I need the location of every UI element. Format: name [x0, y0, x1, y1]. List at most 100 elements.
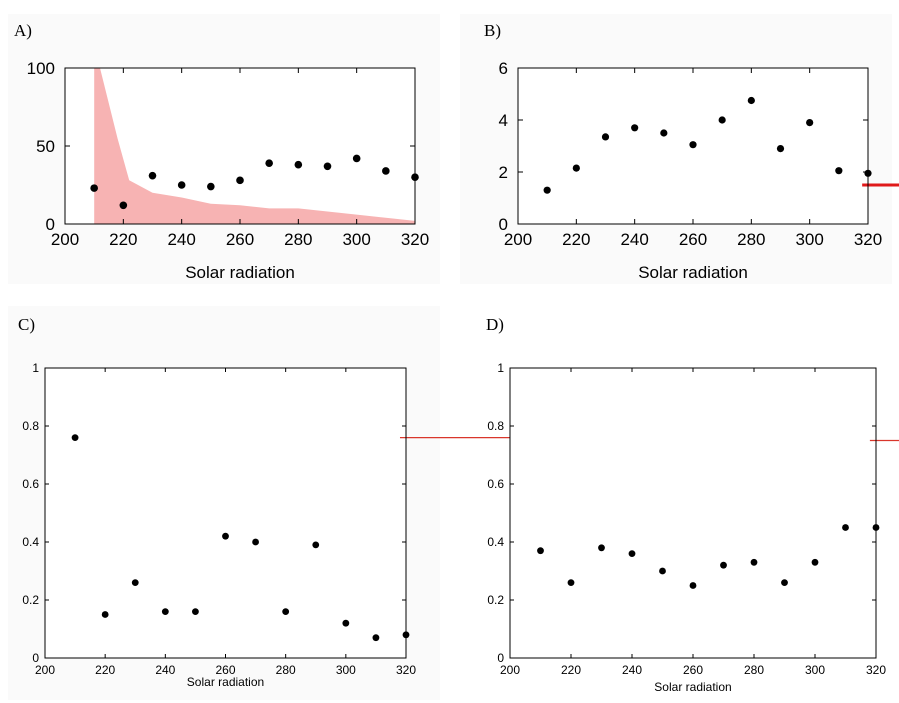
- x-axis-label: Solar radiation: [185, 263, 295, 282]
- y-tick-label: 0.8: [22, 419, 39, 433]
- y-tick-label: 0.4: [487, 535, 504, 549]
- x-tick-label: 260: [683, 663, 703, 677]
- chart-panel: A) 200 220 240 260 280 300 320 0 50 100 Solar radia…: [8, 14, 440, 284]
- data-point: [402, 631, 410, 639]
- x-axis-label: Solar radiation: [654, 680, 731, 694]
- x-tick-label: 220: [562, 230, 590, 249]
- y-tick-label: 6: [499, 59, 508, 78]
- x-tick-label: 320: [401, 230, 429, 249]
- data-point: [207, 182, 215, 191]
- data-point: [718, 116, 726, 124]
- x-tick-label: 260: [679, 230, 707, 249]
- x-tick-label: 300: [795, 230, 823, 249]
- x-tick-label: 200: [500, 663, 520, 677]
- data-point: [265, 159, 273, 167]
- x-tick-label: 280: [276, 663, 296, 677]
- data-point: [323, 162, 332, 171]
- data-point: [372, 634, 380, 642]
- y-tick-label: 1: [497, 361, 504, 375]
- data-point: [382, 167, 390, 175]
- data-point: [689, 141, 697, 149]
- data-point: [537, 547, 544, 555]
- data-point: [282, 608, 290, 615]
- y-tick-label: 0: [46, 215, 55, 234]
- plot-area: [509, 367, 877, 659]
- x-tick-label: 220: [561, 663, 581, 677]
- x-tick-label: 260: [215, 663, 235, 677]
- x-tick-label: 320: [866, 663, 886, 677]
- data-point: [411, 173, 419, 181]
- y-tick-label: 50: [36, 137, 55, 156]
- data-point: [222, 532, 229, 540]
- x-axis-label: Solar radiation: [187, 675, 264, 689]
- plot-area: [44, 367, 407, 659]
- y-tick-label: 0.2: [22, 593, 39, 607]
- data-point: [842, 524, 849, 531]
- chart-panel: C) 200 220 240 260 280 300 320 0 0.2 0.4 0.6 0.8 1 Sol…: [8, 306, 653, 700]
- x-tick-label: 240: [622, 663, 642, 677]
- data-point: [781, 579, 788, 586]
- x-tick-label: 240: [167, 230, 195, 249]
- data-point: [101, 611, 109, 618]
- data-point: [148, 171, 157, 180]
- panel-letter: B): [484, 21, 501, 40]
- data-point: [236, 176, 244, 185]
- x-tick-label: 280: [284, 230, 312, 249]
- data-point: [750, 558, 758, 566]
- x-tick-label: 260: [226, 230, 254, 249]
- y-tick-label: 4: [499, 111, 508, 130]
- x-tick-label: 300: [342, 230, 370, 249]
- chart-panel: B) 200 220 240 260 280 300 320 0 2 4 6 Solar radiati…: [460, 14, 899, 284]
- x-tick-label: 200: [51, 230, 79, 249]
- data-point: [572, 164, 580, 172]
- chart-panel: D) 200 220 240 260 280 300 320 0 0.2 0.4 0.6 0.8 1 Sol…: [486, 315, 899, 694]
- x-tick-label: 300: [805, 663, 825, 677]
- x-axis-label: Solar radiation: [638, 263, 748, 282]
- x-tick-label: 280: [744, 663, 764, 677]
- data-point: [119, 201, 128, 210]
- data-point: [631, 124, 639, 132]
- data-point: [689, 582, 697, 589]
- y-tick-label: 0: [499, 215, 508, 234]
- data-point: [601, 133, 610, 141]
- data-point: [312, 541, 320, 549]
- x-tick-label: 220: [109, 230, 137, 249]
- data-point: [747, 96, 755, 105]
- data-point: [811, 558, 819, 566]
- data-point: [342, 619, 350, 627]
- data-point: [161, 608, 169, 615]
- y-tick-label: 0: [497, 651, 504, 665]
- y-tick-label: 0.6: [22, 477, 39, 491]
- y-tick-label: 100: [27, 59, 55, 78]
- data-point: [192, 608, 199, 615]
- panel-letter: D): [486, 315, 504, 334]
- data-point: [776, 145, 785, 153]
- y-tick-label: 2: [499, 163, 508, 182]
- data-point: [177, 181, 186, 189]
- data-point: [835, 167, 843, 175]
- x-tick-label: 240: [155, 663, 175, 677]
- x-tick-label: 320: [854, 230, 882, 249]
- data-point: [660, 129, 668, 137]
- x-tick-label: 240: [620, 230, 648, 249]
- x-tick-label: 320: [396, 663, 416, 677]
- x-tick-label: 280: [737, 230, 765, 249]
- data-point: [567, 579, 575, 586]
- data-point: [659, 567, 666, 575]
- x-tick-label: 220: [95, 663, 115, 677]
- y-tick-label: 0.6: [487, 477, 504, 491]
- data-point: [252, 538, 259, 546]
- data-point: [598, 544, 605, 552]
- data-point: [864, 169, 872, 177]
- data-point: [543, 186, 551, 194]
- x-tick-label: 200: [504, 230, 532, 249]
- y-tick-label: 1: [32, 361, 39, 375]
- y-tick-label: 0.4: [22, 535, 39, 549]
- data-point: [90, 184, 98, 192]
- data-point: [872, 524, 880, 531]
- data-point: [294, 160, 303, 169]
- y-tick-label: 0.8: [487, 419, 504, 433]
- data-point: [720, 561, 727, 569]
- confidence-band: [94, 68, 415, 224]
